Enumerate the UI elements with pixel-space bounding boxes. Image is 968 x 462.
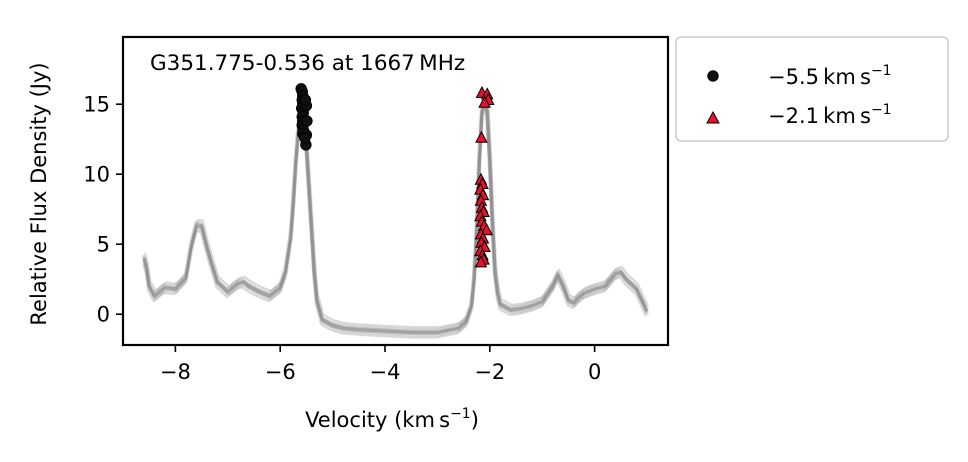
chart-title: G351.775-0.536 at 1667 MHz [150, 51, 465, 76]
x-axis-label-close: ) [471, 408, 479, 432]
y-tick-label: 15 [83, 93, 110, 117]
legend-marker-triangle [706, 110, 720, 124]
plot-frame [121, 35, 670, 347]
legend-label-1-text: −5.5 km s [768, 65, 871, 89]
marker-circle-point [299, 132, 311, 144]
spectrum-trace [143, 93, 650, 329]
x-axis-label-text: Velocity (km s [305, 408, 450, 432]
spectrum-lines [141, 93, 650, 339]
spectrum-trace [142, 99, 649, 334]
legend-box [675, 36, 949, 142]
y-axis-ticks: 0 5 10 15 [83, 93, 123, 327]
marker-group [295, 83, 495, 268]
x-tick-label: −6 [265, 360, 296, 384]
spectrum-trace [141, 96, 648, 331]
spectrum-trace [143, 98, 649, 333]
y-axis-label: Relative Flux Density (Jy) [27, 62, 51, 325]
legend-label-1-sup: −1 [871, 63, 892, 79]
legend-marker-circle [707, 70, 719, 82]
plot-area: −8 −6 −4 −2 0 0 5 10 15 [83, 35, 670, 384]
marker-triangle-point [475, 130, 488, 143]
marker-triangle-point [478, 95, 491, 108]
y-tick-label: 10 [83, 163, 110, 187]
x-axis-label-sup: −1 [450, 406, 471, 422]
x-tick-label: −2 [474, 360, 505, 384]
y-tick-label: 5 [97, 233, 110, 257]
marker-triangle-point [480, 223, 494, 236]
marker-triangle-point [474, 255, 488, 268]
legend-label-2: −2.1 km s−1 [768, 102, 892, 128]
legend: −5.5 km s−1 −2.1 km s−1 [675, 36, 949, 142]
x-axis-label: Velocity (km s−1) [305, 406, 479, 432]
y-tick-label: 0 [97, 303, 110, 327]
x-tick-label: −4 [370, 360, 401, 384]
legend-label-2-text: −2.1 km s [768, 104, 871, 128]
x-tick-label: −8 [160, 360, 191, 384]
legend-label-2-sup: −1 [871, 102, 892, 118]
x-tick-label: 0 [588, 360, 601, 384]
spectrum-trace [142, 106, 648, 339]
marker-circle-point [301, 115, 313, 127]
legend-label-1: −5.5 km s−1 [768, 63, 892, 89]
marker-circle-point [299, 94, 312, 106]
x-axis-ticks: −8 −6 −4 −2 0 [160, 345, 601, 384]
